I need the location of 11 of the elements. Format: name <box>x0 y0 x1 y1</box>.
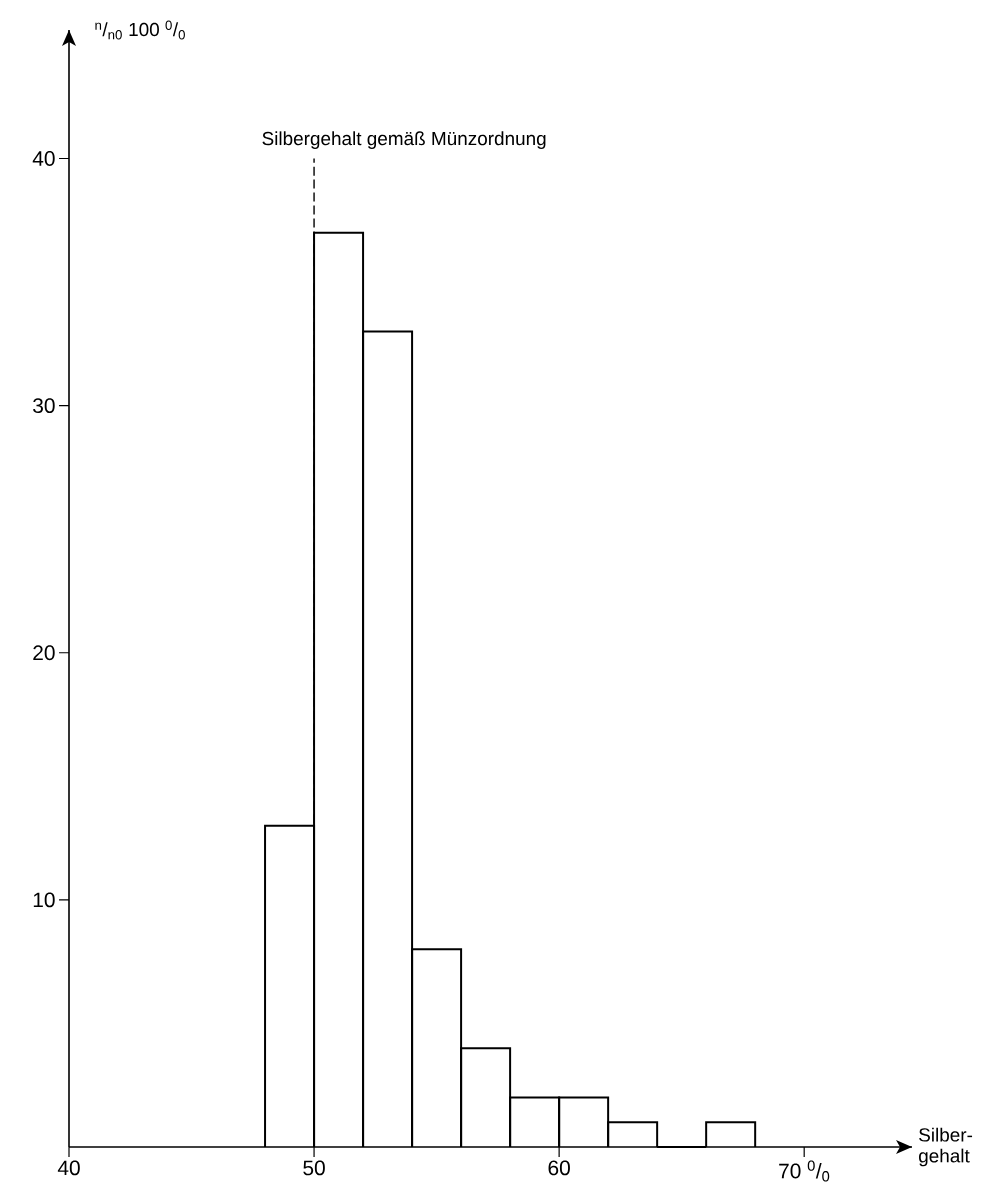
y-axis-title: $^{n}$/$_{n0}$ 100 $^{0}$/$_{0}$ <box>95 20 185 40</box>
x-tick-label: 70 $^{0}$/$_{0}$ <box>779 1160 830 1182</box>
ref-line-label: Silbergehalt gemäß Münzordnung <box>262 131 546 149</box>
x-tick-label: 50 <box>303 1160 325 1176</box>
y-tick-label: 10 <box>33 892 55 908</box>
y-tick-label: 20 <box>33 645 55 661</box>
x-axis-title: Silber- gehalt <box>919 1127 973 1167</box>
x-tick-label: 40 <box>57 1160 80 1176</box>
y-tick-label: 30 <box>33 398 55 414</box>
y-tick-label: 40 <box>32 151 55 166</box>
x-tick-label: 60 <box>548 1160 570 1176</box>
